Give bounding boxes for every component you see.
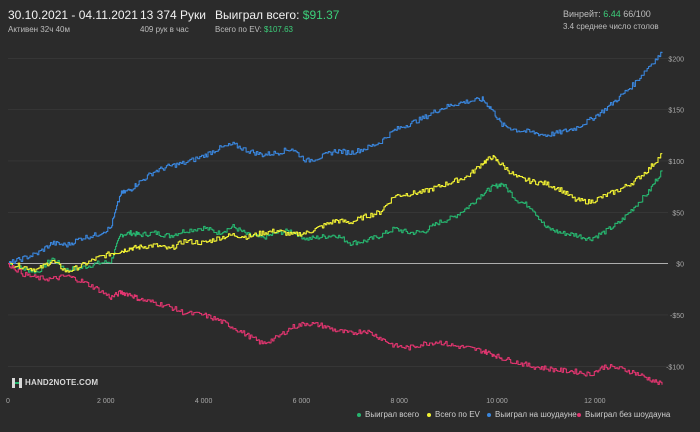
- totals-block: Выиграл всего: $91.37 Всего по EV: $107.…: [215, 8, 339, 34]
- x-tick-label: 4 000: [195, 398, 213, 405]
- hands-per-hour: 409 рук в час: [140, 25, 189, 34]
- legend-swatch: [487, 412, 491, 417]
- winrate-value: 6.44: [603, 9, 621, 19]
- chart-series: [8, 51, 663, 386]
- hands-count: 13 374 Руки: [140, 8, 206, 22]
- y-axis-ticks: -$100 -$50 $0 $50 $100 $150 $200: [666, 56, 684, 371]
- series-line-3: [8, 51, 663, 265]
- x-tick-label: 10 000: [486, 398, 508, 405]
- winrate-block: Винрейт: 6.44 66/100 3.4 среднее число с…: [563, 9, 659, 31]
- stats-header: 30.10.2021 - 04.11.2021 Активен 32ч 40м …: [0, 0, 700, 40]
- y-tick-label: -$100: [666, 364, 684, 371]
- hand2note-logo-text: HAND2NOTE.COM: [25, 378, 99, 388]
- won-total-value: $91.37: [302, 8, 340, 22]
- winrate-label: Винрейт:: [563, 9, 601, 19]
- legend-swatch: [577, 412, 581, 417]
- winrate: Винрейт: 6.44 66/100: [563, 9, 659, 19]
- y-tick-label: -$50: [670, 313, 684, 320]
- ev-total-label: Всего по EV:: [215, 25, 262, 34]
- legend-label: Всего по EV: [435, 410, 480, 419]
- avg-tables: 3.4 среднее число столов: [563, 22, 659, 31]
- x-axis-ticks: 0 2 000 4 000 6 000 8 000 10 000 12 000: [6, 398, 606, 405]
- y-tick-label: $0: [676, 262, 684, 269]
- series-line-2: [8, 153, 663, 273]
- chart-grid: [8, 57, 668, 367]
- hand2note-logo: HAND2NOTE.COM: [12, 378, 98, 388]
- x-tick-label: 6 000: [293, 398, 311, 405]
- hands-block: 13 374 Руки 409 рук в час: [140, 8, 206, 34]
- ev-total-value: $107.63: [264, 25, 293, 34]
- ev-total: Всего по EV: $107.63: [215, 25, 339, 34]
- y-tick-label: $50: [672, 210, 684, 217]
- x-tick-label: 12 000: [584, 398, 606, 405]
- series-line-1: [8, 170, 663, 274]
- legend-label: Выиграл на шоудауне: [495, 410, 577, 419]
- active-time: Активен 32ч 40м: [8, 25, 70, 34]
- x-tick-label: 0: [6, 398, 10, 405]
- y-tick-label: $150: [668, 108, 684, 115]
- legend-item: Выиграл на шоудауне: [487, 410, 577, 419]
- hand2note-logo-icon: [12, 378, 22, 388]
- legend-item: Выиграл без шоудауна: [577, 410, 670, 419]
- date-block: 30.10.2021 - 04.11.2021 Активен 32ч 40м: [8, 8, 138, 34]
- legend-swatch: [357, 412, 361, 417]
- legend-swatch: [427, 412, 431, 417]
- winrate-suffix: 66/100: [623, 9, 651, 19]
- x-tick-label: 2 000: [97, 398, 115, 405]
- legend-label: Выиграл без шоудауна: [585, 410, 671, 419]
- won-total: Выиграл всего: $91.37: [215, 8, 339, 22]
- legend-label: Выиграл всего: [365, 410, 420, 419]
- series-line-4: [8, 263, 663, 386]
- x-tick-label: 8 000: [390, 398, 408, 405]
- y-tick-label: $200: [668, 56, 684, 63]
- date-range: 30.10.2021 - 04.11.2021: [8, 8, 138, 22]
- legend-item: Всего по EV: [427, 410, 480, 419]
- legend-item: Выиграл всего: [357, 410, 419, 419]
- won-total-label: Выиграл всего:: [215, 8, 300, 22]
- y-tick-label: $100: [668, 159, 684, 166]
